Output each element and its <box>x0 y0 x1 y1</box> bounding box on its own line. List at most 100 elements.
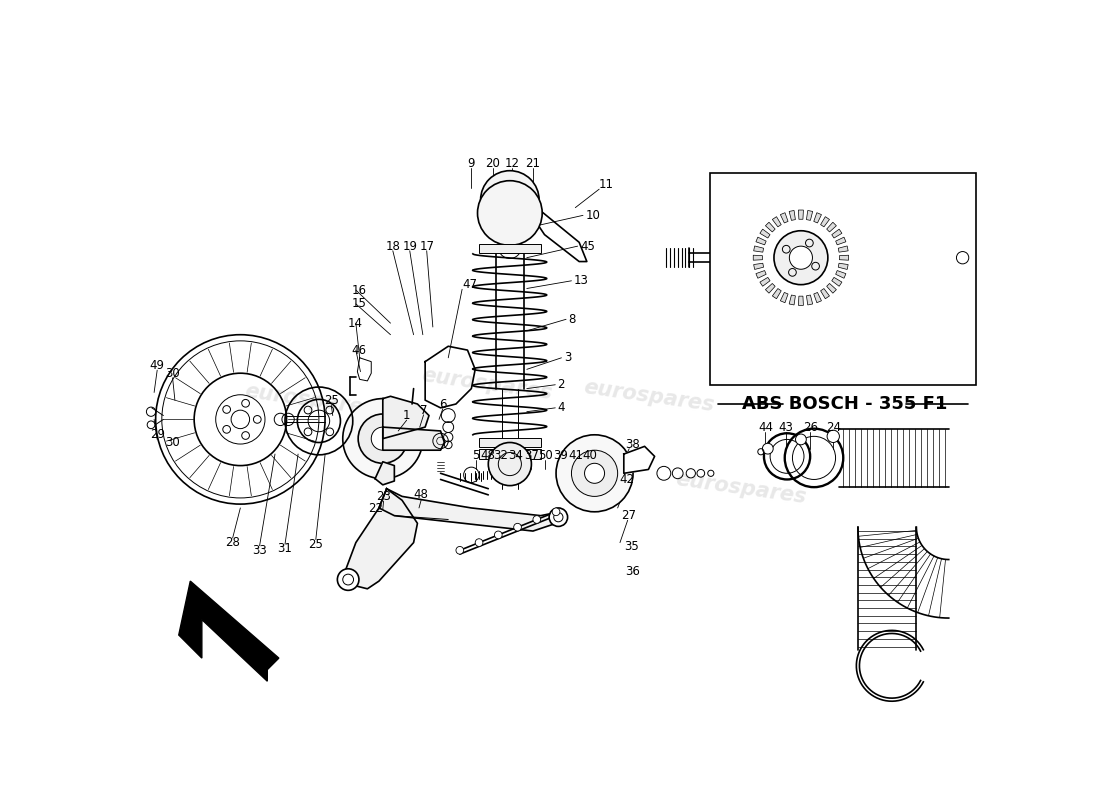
Text: 31: 31 <box>277 542 293 555</box>
Circle shape <box>552 508 560 516</box>
Text: 41: 41 <box>569 449 584 462</box>
Text: eurospares: eurospares <box>243 381 376 419</box>
Polygon shape <box>760 278 770 286</box>
Text: 36: 36 <box>625 566 640 578</box>
Text: 33: 33 <box>252 544 267 557</box>
Text: 27: 27 <box>620 509 636 522</box>
Polygon shape <box>832 278 842 286</box>
Polygon shape <box>772 217 781 227</box>
Circle shape <box>514 523 521 531</box>
Polygon shape <box>780 213 788 223</box>
Circle shape <box>532 516 541 523</box>
Circle shape <box>231 410 250 429</box>
Circle shape <box>481 170 539 230</box>
Text: 22: 22 <box>368 502 384 515</box>
Polygon shape <box>789 295 795 305</box>
Text: 25: 25 <box>308 538 323 550</box>
Polygon shape <box>814 213 822 223</box>
Text: 6: 6 <box>439 398 447 410</box>
Bar <box>711 173 976 385</box>
Text: 8: 8 <box>569 313 575 326</box>
Polygon shape <box>839 255 848 260</box>
Polygon shape <box>780 293 788 302</box>
Text: 20: 20 <box>485 158 501 170</box>
Circle shape <box>488 442 531 486</box>
Text: 11: 11 <box>600 178 614 191</box>
Text: 3: 3 <box>563 351 571 364</box>
Polygon shape <box>754 263 763 270</box>
Circle shape <box>774 230 828 285</box>
Polygon shape <box>766 222 775 232</box>
Circle shape <box>584 463 605 483</box>
Text: 29: 29 <box>150 428 165 442</box>
Polygon shape <box>756 237 767 245</box>
Text: 14: 14 <box>348 317 363 330</box>
Polygon shape <box>624 446 654 474</box>
Text: 36: 36 <box>847 180 862 194</box>
Polygon shape <box>838 263 848 270</box>
Circle shape <box>372 427 395 450</box>
Text: 30: 30 <box>165 366 180 380</box>
Circle shape <box>359 414 407 463</box>
Text: 48: 48 <box>414 488 429 502</box>
Text: 35: 35 <box>624 540 639 553</box>
Bar <box>480 450 541 458</box>
Text: eurospares: eurospares <box>674 470 807 508</box>
Circle shape <box>455 546 464 554</box>
Polygon shape <box>814 293 822 302</box>
Polygon shape <box>838 246 848 252</box>
Polygon shape <box>766 283 775 293</box>
Text: 35: 35 <box>868 180 883 194</box>
Text: 18: 18 <box>385 240 400 253</box>
Text: 9: 9 <box>468 158 475 170</box>
Text: 32: 32 <box>803 180 817 194</box>
Polygon shape <box>806 295 813 305</box>
Text: 47: 47 <box>462 278 477 291</box>
Circle shape <box>495 531 503 538</box>
Text: 21: 21 <box>526 158 540 170</box>
Bar <box>480 438 541 447</box>
Circle shape <box>556 435 634 512</box>
Polygon shape <box>178 581 279 682</box>
Text: 32: 32 <box>493 449 508 462</box>
Text: 16: 16 <box>351 283 366 297</box>
Text: 15: 15 <box>351 298 366 310</box>
Text: 28: 28 <box>226 536 240 549</box>
Text: 43: 43 <box>778 421 793 434</box>
Text: 42: 42 <box>619 473 635 486</box>
Text: 45: 45 <box>580 240 595 253</box>
Polygon shape <box>756 270 767 278</box>
Polygon shape <box>836 270 846 278</box>
Circle shape <box>343 398 422 478</box>
Polygon shape <box>754 246 763 252</box>
Polygon shape <box>832 229 842 238</box>
Text: 7: 7 <box>420 404 428 417</box>
Polygon shape <box>789 210 795 220</box>
Circle shape <box>790 246 813 270</box>
Text: 50: 50 <box>538 449 552 462</box>
Polygon shape <box>760 229 770 238</box>
Polygon shape <box>799 296 803 306</box>
Polygon shape <box>821 217 829 227</box>
Text: 23: 23 <box>376 490 390 503</box>
Polygon shape <box>383 396 429 438</box>
Polygon shape <box>344 489 418 589</box>
Text: 1: 1 <box>403 409 410 422</box>
Circle shape <box>477 181 542 246</box>
Polygon shape <box>378 489 560 531</box>
Text: 17: 17 <box>419 240 435 253</box>
Text: eurospares: eurospares <box>420 366 553 404</box>
Text: 26: 26 <box>803 421 817 434</box>
Text: 34: 34 <box>826 180 840 194</box>
Text: 48: 48 <box>481 449 496 462</box>
Polygon shape <box>836 237 846 245</box>
Text: 5: 5 <box>472 449 480 462</box>
Circle shape <box>957 251 969 264</box>
Text: 2: 2 <box>558 378 565 391</box>
Circle shape <box>795 434 806 445</box>
Circle shape <box>572 450 618 496</box>
Polygon shape <box>827 283 836 293</box>
Text: 12: 12 <box>505 158 519 170</box>
Text: eurospares: eurospares <box>582 378 715 415</box>
Polygon shape <box>806 210 813 220</box>
